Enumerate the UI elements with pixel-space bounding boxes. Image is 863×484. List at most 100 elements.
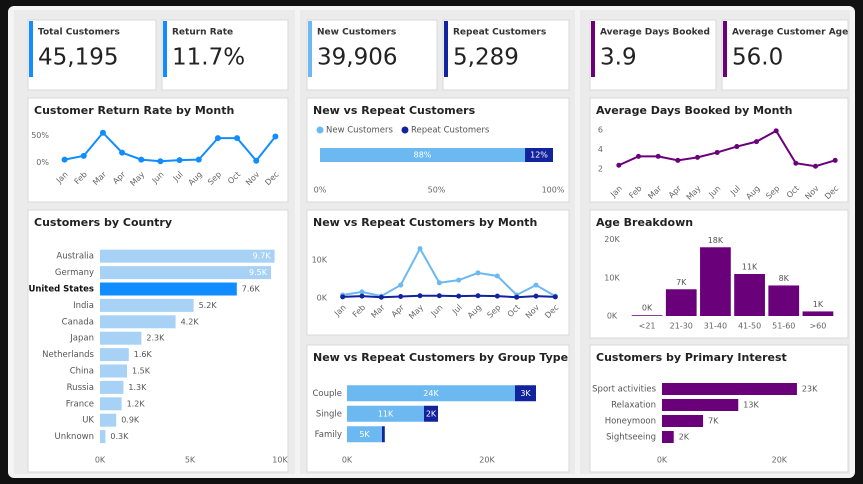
value-label: 2.3K	[146, 334, 165, 343]
point	[61, 156, 68, 163]
point	[734, 144, 740, 150]
bar	[631, 315, 663, 316]
point	[359, 289, 365, 295]
bar	[662, 415, 704, 427]
value-label: 0K	[642, 304, 653, 313]
value-label: 24K	[423, 389, 439, 398]
bar	[100, 364, 127, 378]
point	[695, 154, 700, 160]
point	[176, 157, 183, 164]
bar-segment	[382, 426, 385, 443]
point	[436, 280, 442, 286]
point	[773, 128, 779, 134]
bar	[768, 285, 800, 316]
point	[494, 273, 500, 279]
bar	[662, 383, 797, 395]
card-accent	[29, 21, 33, 77]
y-tick-label: 0%	[36, 158, 49, 167]
panel	[306, 209, 570, 336]
card-title: Repeat Customers	[453, 28, 546, 38]
bar	[100, 249, 275, 263]
category-label: Unknown	[55, 432, 94, 442]
card-title: Total Customers	[38, 28, 120, 38]
value-label: 88%	[414, 151, 432, 160]
point	[417, 246, 423, 252]
value-label: 9.5K	[249, 268, 268, 277]
bar	[665, 289, 697, 316]
card	[27, 19, 157, 91]
point	[813, 163, 818, 169]
category-label: Russia	[67, 383, 94, 393]
card-value: 56.0	[732, 45, 783, 71]
bar-segment	[320, 148, 526, 162]
value-label: 11K	[378, 409, 394, 418]
card-value: 39,906	[317, 45, 397, 71]
chart-title: Customer Return Rate by Month	[34, 104, 234, 117]
category-label: France	[66, 399, 94, 409]
point	[417, 293, 423, 299]
point	[533, 282, 539, 288]
point	[80, 152, 87, 159]
card-value: 45,195	[38, 45, 118, 71]
point	[138, 156, 145, 163]
y-tick-label: 20K	[604, 235, 620, 244]
category-label: Honeymoon	[605, 417, 656, 427]
x-tick-label: >60	[809, 322, 826, 331]
x-tick-label: 20K	[772, 456, 788, 465]
value-label: 11K	[742, 263, 758, 272]
value-label: 7K	[676, 278, 687, 287]
value-label: 7.6K	[242, 285, 261, 294]
point	[475, 270, 481, 276]
legend-marker	[316, 126, 324, 134]
bar-segment	[347, 405, 424, 422]
point	[456, 277, 462, 283]
bar	[100, 298, 194, 312]
bar-segment	[525, 148, 553, 162]
x-tick-label: 0%	[314, 186, 327, 195]
category-label: Couple	[312, 389, 342, 399]
y-tick-label: 4	[598, 145, 603, 154]
x-tick-label: 100%	[542, 186, 565, 195]
line	[342, 294, 556, 299]
card-value: 11.7%	[172, 45, 245, 71]
category-label: UK	[82, 416, 94, 426]
bar-segment	[515, 385, 536, 402]
x-tick-label: 50%	[428, 186, 446, 195]
value-label: 0.3K	[110, 432, 129, 441]
line	[64, 131, 277, 163]
point	[253, 157, 260, 164]
point	[475, 293, 481, 299]
y-tick-label: 10K	[312, 256, 328, 265]
x-tick-label: 31-40	[704, 322, 727, 331]
chart-title: Customers by Country	[34, 216, 172, 229]
category-label: Sightseeing	[606, 433, 656, 443]
value-label: 0.9K	[121, 416, 140, 425]
point	[754, 139, 759, 145]
card	[442, 19, 570, 91]
x-tick-label: 51-60	[772, 322, 795, 331]
point	[398, 293, 404, 299]
card-accent	[723, 21, 727, 77]
card-title: Average Customer Age	[732, 28, 848, 38]
point	[340, 294, 346, 300]
value-label: 7K	[708, 417, 719, 426]
bar	[662, 431, 674, 443]
value-label: 8K	[779, 274, 790, 283]
point	[436, 293, 442, 299]
x-tick-label: 5K	[185, 456, 196, 465]
x-tick-label: 0K	[342, 456, 353, 465]
point	[616, 162, 622, 168]
y-tick-label: 2	[598, 165, 603, 174]
card	[721, 19, 849, 91]
y-tick-label: 50%	[31, 131, 49, 140]
x-tick-label: 21-30	[670, 322, 693, 331]
point	[494, 293, 500, 299]
category-label: Canada	[62, 317, 94, 327]
value-label: 12%	[530, 151, 548, 160]
card-title: New Customers	[317, 28, 396, 38]
point	[655, 153, 661, 159]
card-title: Return Rate	[172, 28, 233, 38]
category-label: Japan	[69, 334, 94, 344]
bar	[734, 274, 765, 316]
value-label: 2K	[426, 409, 437, 418]
